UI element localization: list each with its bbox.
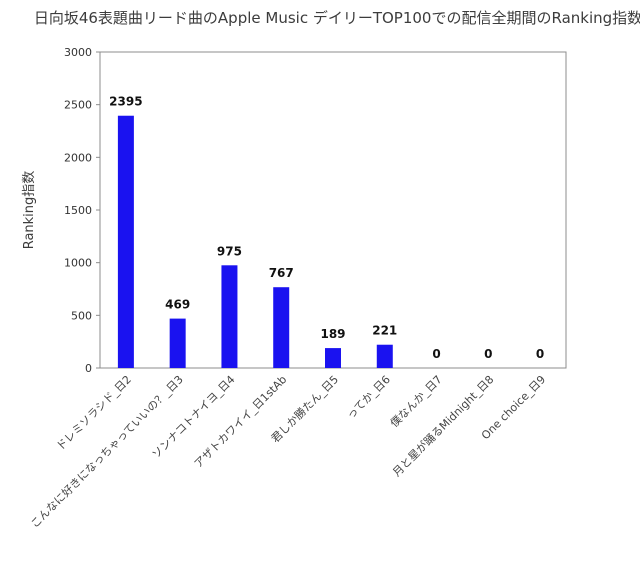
data-label-6: 221 — [372, 324, 397, 338]
x-category-label-8: 月と星が踊るMidnight_日8 — [389, 372, 496, 479]
y-axis-ticks: 0 500 1000 1500 2000 2500 3000 — [64, 46, 100, 375]
y-tick-label: 1500 — [64, 204, 92, 217]
y-tick-label: 3000 — [64, 46, 92, 59]
y-tick-label: 0 — [85, 362, 92, 375]
y-tick-label: 500 — [71, 309, 92, 322]
y-axis-label: Ranking指数 — [22, 171, 37, 250]
bar-1 — [117, 115, 134, 368]
data-labels-group: 2395 469 975 767 189 221 0 0 0 — [109, 95, 544, 361]
x-axis-category-labels: ドレミソラシド_日2こんなに好きになっちゃっていいの？_日3ソンナコトナイヨ_日… — [27, 372, 548, 530]
chart-title: 日向坂46表題曲リード曲のApple Music デイリーTOP100での配信全… — [34, 9, 640, 27]
data-label-1: 2395 — [109, 95, 142, 109]
y-tick-label: 1000 — [64, 257, 92, 270]
x-category-label-4: アザトカワイイ_日1stAb — [192, 373, 290, 471]
data-label-4: 767 — [269, 266, 294, 280]
data-label-2: 469 — [165, 298, 190, 312]
bar-4 — [273, 287, 290, 368]
data-label-9: 0 — [536, 347, 544, 361]
x-category-label-6: ってか_日6 — [344, 373, 393, 422]
bars-group — [117, 115, 393, 368]
bar-3 — [221, 265, 238, 368]
y-tick-label: 2000 — [64, 151, 92, 164]
data-label-7: 0 — [432, 347, 440, 361]
data-label-8: 0 — [484, 347, 492, 361]
x-category-label-7: 僕なんか_日7 — [388, 373, 445, 430]
bar-2 — [169, 318, 186, 368]
data-label-3: 975 — [217, 244, 242, 258]
bar-5 — [325, 348, 341, 368]
data-label-5: 189 — [320, 327, 345, 341]
bar-6 — [376, 344, 393, 368]
y-tick-label: 2500 — [64, 99, 92, 112]
